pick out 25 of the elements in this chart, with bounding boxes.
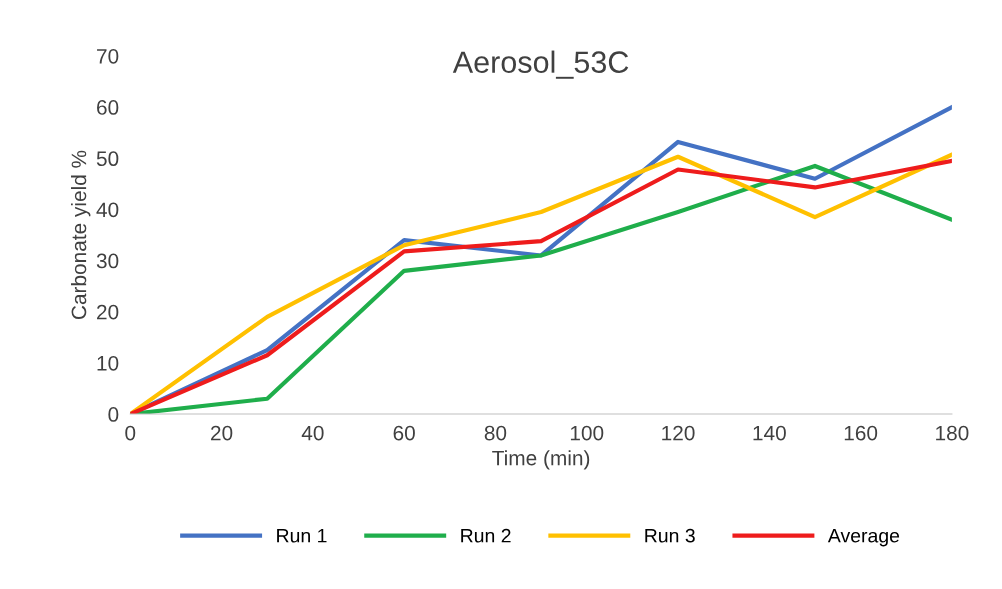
y-tick-label: 10 bbox=[97, 355, 119, 371]
y-tick-label: 0 bbox=[108, 407, 119, 422]
y-tick-label: 30 bbox=[96, 253, 119, 269]
x-tick-label: 180 bbox=[936, 425, 969, 441]
x-tick-label: 160 bbox=[844, 425, 878, 441]
x-tick-label: 60 bbox=[393, 425, 415, 441]
legend-label: Run 3 bbox=[645, 528, 695, 543]
x-tick-label: 40 bbox=[301, 425, 324, 441]
x-axis-title: Time (min) bbox=[492, 450, 590, 470]
y-axis-title: Carbonate yield % bbox=[71, 150, 91, 320]
x-tick-label: 120 bbox=[662, 425, 695, 441]
chart-title: Aerosol_53C bbox=[452, 50, 629, 79]
x-tick-label: 100 bbox=[570, 425, 604, 441]
y-tick-label: 50 bbox=[96, 151, 119, 167]
y-tick-label: 70 bbox=[97, 48, 119, 64]
x-tick-label: 20 bbox=[211, 425, 233, 441]
legend-label: Average bbox=[827, 528, 900, 547]
y-tick-label: 60 bbox=[97, 100, 119, 115]
x-tick-label: 0 bbox=[125, 425, 136, 441]
x-tick-label: 80 bbox=[484, 425, 507, 441]
legend-label: Run 1 bbox=[277, 528, 327, 543]
legend-label: Run 2 bbox=[461, 528, 511, 543]
x-tick-label: 140 bbox=[753, 425, 786, 441]
y-tick-label: 20 bbox=[97, 304, 119, 320]
y-tick-label: 40 bbox=[96, 202, 119, 218]
